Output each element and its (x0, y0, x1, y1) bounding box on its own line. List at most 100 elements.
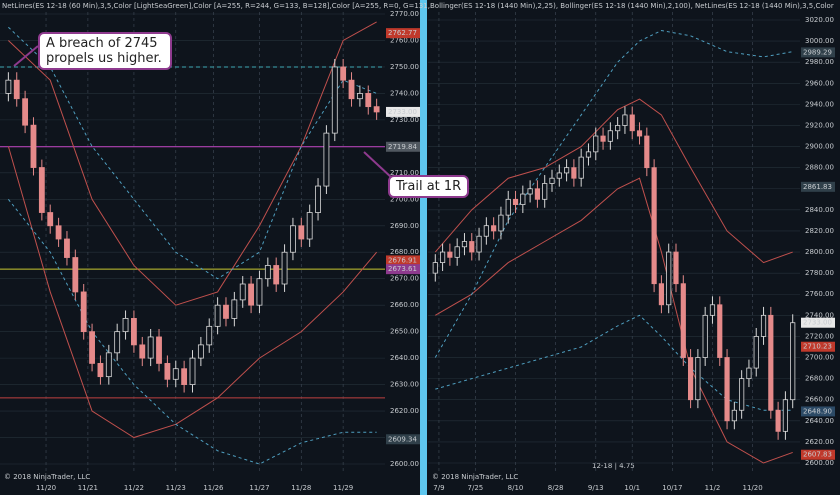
band-line (8, 21, 377, 306)
candle-body (248, 283, 254, 306)
x-tick-label: 11/2 (705, 484, 721, 492)
y-tick-label: 2740.00 (805, 311, 834, 319)
candle-body (571, 167, 577, 179)
candle-body (365, 93, 372, 108)
candle-body (607, 130, 613, 142)
candle-body (673, 251, 679, 285)
band-line (434, 30, 793, 358)
y-tick-label: 2640.00 (390, 354, 419, 362)
callout-arrow (13, 45, 39, 67)
candle-body (432, 262, 438, 274)
price-tag (386, 141, 420, 152)
band-line (435, 177, 793, 464)
x-tick-label: 7/25 (468, 484, 484, 492)
candle-body (114, 331, 121, 354)
callout: A breach of 2745 propels us higher. (38, 32, 172, 70)
candle-body (131, 318, 137, 346)
candle-body (527, 188, 533, 195)
x-tick-label: 11/26 (203, 484, 224, 492)
y-tick-label: 2750.00 (390, 63, 419, 71)
y-tick-label: 2820.00 (805, 227, 834, 235)
x-tick-label: 11/20 (36, 484, 56, 492)
candle-body (331, 66, 338, 134)
candle-body (658, 283, 664, 306)
y-tick-label: 2730.00 (390, 116, 419, 124)
candle-body (739, 378, 745, 411)
candle-body (512, 198, 519, 205)
y-tick-label: 3000.00 (805, 37, 834, 45)
y-tick-label: 2700.00 (805, 354, 834, 362)
x-tick-label: 11/28 (291, 484, 311, 492)
chart-header: NetLines(ES 12-18 (60 Min),3,5,Color [Li… (2, 2, 430, 10)
y-tick-label: 2940.00 (805, 100, 834, 108)
y-tick-label: 2660.00 (805, 396, 834, 404)
band-line (7, 146, 378, 439)
y-tick-label: 2770.00 (390, 10, 419, 18)
x-tick-label: 7/9 (433, 484, 444, 492)
candle-body (651, 167, 657, 285)
price-tag (386, 28, 420, 39)
price-tag (386, 434, 420, 445)
y-tick-label: 2600.00 (805, 459, 834, 467)
candle-body (306, 212, 313, 240)
candle-body (534, 188, 540, 200)
band-line (7, 198, 377, 465)
candle-body (505, 198, 511, 216)
x-tick-label: 11/23 (166, 484, 186, 492)
candle-body (702, 314, 708, 358)
candle-body (615, 125, 621, 132)
x-tick-label: 11/22 (124, 484, 144, 492)
candle-body (709, 304, 716, 316)
x-tick-label: 10/17 (662, 484, 682, 492)
x-tick-label: 11/21 (78, 484, 98, 492)
y-tick-label: 3020.00 (805, 16, 834, 24)
candle-body (629, 114, 635, 132)
y-tick-label: 2760.00 (390, 36, 419, 44)
candle-body (636, 130, 643, 137)
price-tag (801, 181, 835, 192)
candle-body (172, 368, 179, 380)
candle-body (695, 357, 701, 401)
candle-body (746, 367, 752, 380)
y-tick-label: 2690.00 (390, 222, 419, 230)
x-tick-label: 8/28 (548, 484, 564, 492)
candle-body (348, 79, 355, 100)
candle-body (782, 399, 788, 432)
y-tick-label: 2880.00 (805, 164, 834, 172)
band-line (434, 98, 793, 264)
y-tick-label: 2840.00 (805, 206, 834, 214)
y-tick-label: 2740.00 (390, 89, 419, 97)
candle-body (5, 79, 12, 94)
candle-body (55, 225, 62, 240)
x-tick-label: 11/29 (333, 484, 353, 492)
candle-body (223, 304, 229, 319)
price-tag (801, 317, 835, 328)
candle-body (323, 132, 330, 187)
price-tag-label: 2609.34 (388, 435, 417, 443)
candle-body (214, 304, 221, 327)
candle-body (89, 331, 95, 364)
candle-body (156, 336, 162, 364)
price-tag-label: 2710.23 (803, 343, 832, 351)
candle-body (666, 251, 672, 306)
candle-body (139, 344, 146, 359)
candle-body (717, 304, 723, 358)
price-tag-label: 2719.84 (388, 143, 417, 151)
y-tick-label: 2660.00 (390, 301, 419, 309)
candle-body (164, 363, 171, 380)
candle-body (461, 241, 468, 248)
price-tag (801, 449, 835, 460)
candle-body (731, 409, 737, 422)
candle-body (273, 265, 280, 285)
candle-body (30, 124, 37, 168)
candle-body (768, 314, 774, 411)
price-tag (386, 255, 420, 266)
candle-body (447, 251, 453, 258)
y-tick-label: 2800.00 (805, 248, 834, 256)
price-tag-label: 2733.00 (803, 319, 832, 327)
candle-body (315, 185, 321, 213)
candle-body (775, 409, 781, 432)
price-tag (801, 406, 835, 417)
candle-body (340, 66, 347, 81)
candle-body (454, 246, 460, 258)
